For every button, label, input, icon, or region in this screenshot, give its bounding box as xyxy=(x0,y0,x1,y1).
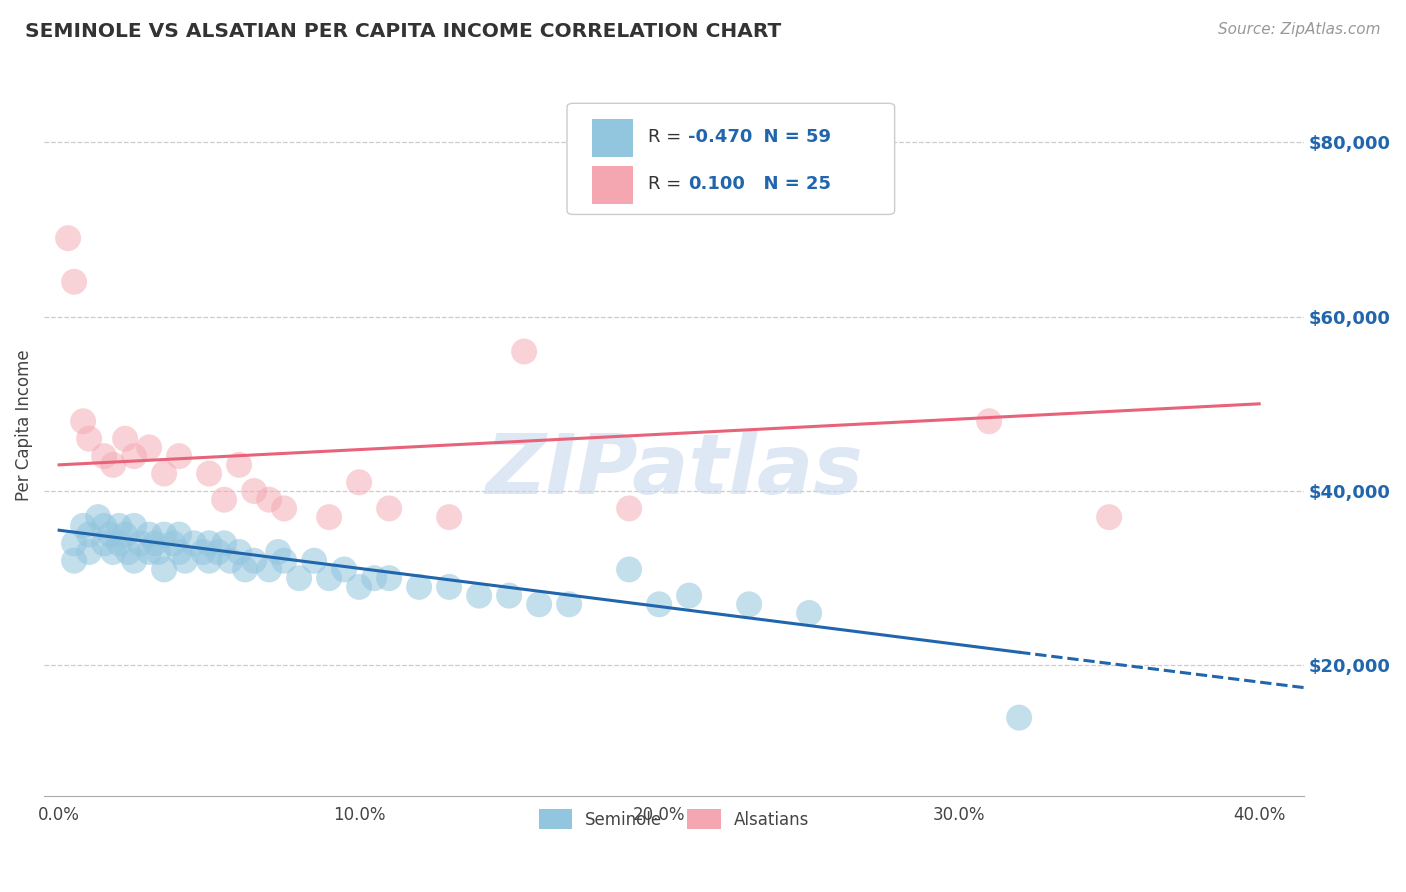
Point xyxy=(318,510,340,524)
Point xyxy=(678,589,700,603)
Point xyxy=(1098,510,1121,524)
Point xyxy=(93,536,115,550)
Point xyxy=(1008,711,1031,725)
Point xyxy=(198,554,221,568)
Point xyxy=(138,527,160,541)
Text: -0.470: -0.470 xyxy=(688,128,752,146)
Point xyxy=(77,545,100,559)
Point xyxy=(138,441,160,455)
Point xyxy=(122,449,145,463)
Point xyxy=(153,467,176,481)
Point xyxy=(93,519,115,533)
Point xyxy=(738,597,761,611)
Point xyxy=(114,432,136,446)
Point xyxy=(153,527,176,541)
Point xyxy=(167,545,190,559)
Point xyxy=(63,554,86,568)
Point xyxy=(167,527,190,541)
Point xyxy=(513,344,536,359)
Point xyxy=(257,492,280,507)
Point xyxy=(101,545,124,559)
Point xyxy=(138,545,160,559)
Point xyxy=(228,545,250,559)
Point xyxy=(98,527,121,541)
Point xyxy=(162,536,184,550)
Point xyxy=(408,580,430,594)
Point xyxy=(498,589,520,603)
Point xyxy=(617,562,640,576)
Point xyxy=(101,458,124,472)
Text: 0.100: 0.100 xyxy=(688,175,745,193)
Point xyxy=(347,580,370,594)
FancyBboxPatch shape xyxy=(567,103,894,214)
Point xyxy=(63,536,86,550)
Point xyxy=(183,536,205,550)
Point xyxy=(228,458,250,472)
Point xyxy=(318,571,340,585)
Point xyxy=(56,231,79,245)
Point xyxy=(207,545,229,559)
Text: ZIPatlas: ZIPatlas xyxy=(485,430,863,510)
Text: R =: R = xyxy=(648,128,686,146)
Point xyxy=(114,527,136,541)
FancyBboxPatch shape xyxy=(592,166,633,204)
Point xyxy=(243,483,266,498)
Point xyxy=(257,562,280,576)
Point xyxy=(243,554,266,568)
Point xyxy=(267,545,290,559)
Point xyxy=(212,492,235,507)
Point xyxy=(468,589,491,603)
Point xyxy=(648,597,671,611)
Point xyxy=(437,510,460,524)
Point xyxy=(167,449,190,463)
Point xyxy=(198,467,221,481)
Point xyxy=(117,545,139,559)
Point xyxy=(378,571,401,585)
Text: N = 25: N = 25 xyxy=(751,175,831,193)
Point xyxy=(437,580,460,594)
Point xyxy=(191,545,214,559)
Text: SEMINOLE VS ALSATIAN PER CAPITA INCOME CORRELATION CHART: SEMINOLE VS ALSATIAN PER CAPITA INCOME C… xyxy=(25,22,782,41)
Point xyxy=(108,536,131,550)
Text: Source: ZipAtlas.com: Source: ZipAtlas.com xyxy=(1218,22,1381,37)
Point xyxy=(288,571,311,585)
Point xyxy=(558,597,581,611)
Point xyxy=(219,554,242,568)
Point xyxy=(174,554,197,568)
Point xyxy=(617,501,640,516)
Point xyxy=(108,519,131,533)
Point xyxy=(122,554,145,568)
Point xyxy=(797,606,820,620)
Point xyxy=(527,597,550,611)
Y-axis label: Per Capita Income: Per Capita Income xyxy=(15,350,32,501)
Point xyxy=(333,562,356,576)
Point xyxy=(273,554,295,568)
Point xyxy=(273,501,295,516)
Point xyxy=(198,536,221,550)
Text: R =: R = xyxy=(648,175,686,193)
Point xyxy=(302,554,325,568)
Point xyxy=(153,562,176,576)
Point xyxy=(143,536,166,550)
Point xyxy=(93,449,115,463)
Point xyxy=(63,275,86,289)
Point xyxy=(979,414,1001,428)
Text: N = 59: N = 59 xyxy=(751,128,831,146)
Point xyxy=(122,519,145,533)
Point xyxy=(212,536,235,550)
Point xyxy=(72,519,94,533)
Point xyxy=(129,536,152,550)
Point xyxy=(146,545,169,559)
Legend: Seminole, Alsatians: Seminole, Alsatians xyxy=(531,802,817,836)
Point xyxy=(347,475,370,490)
Point xyxy=(378,501,401,516)
Point xyxy=(77,527,100,541)
Point xyxy=(87,510,110,524)
Point xyxy=(77,432,100,446)
Point xyxy=(72,414,94,428)
Point xyxy=(233,562,256,576)
Point xyxy=(363,571,385,585)
FancyBboxPatch shape xyxy=(592,119,633,157)
